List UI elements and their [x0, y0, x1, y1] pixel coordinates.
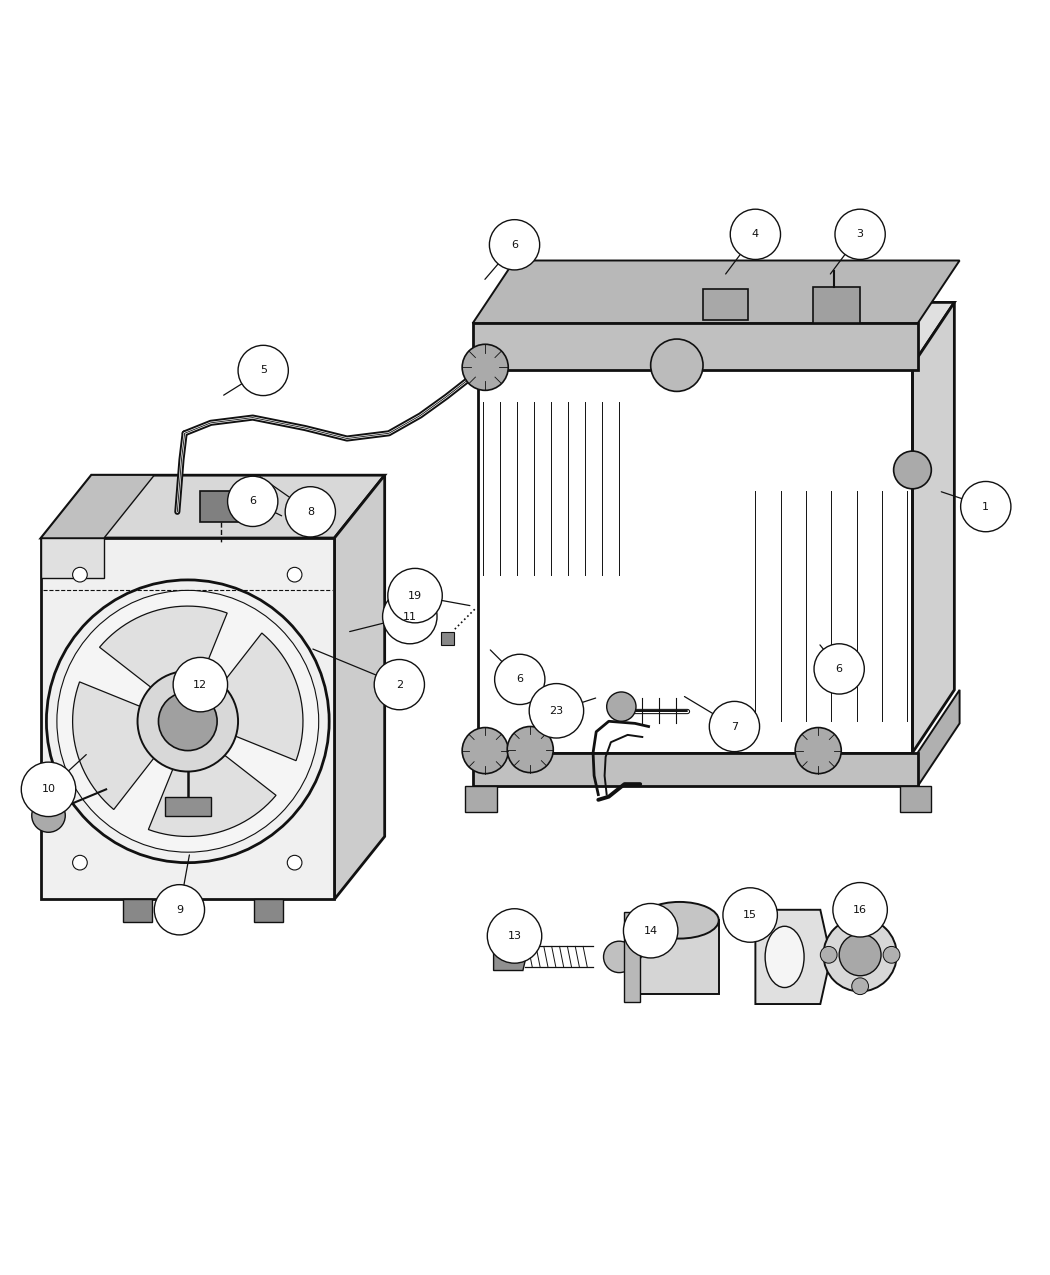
Polygon shape [755, 910, 831, 1003]
Polygon shape [912, 302, 954, 752]
Polygon shape [165, 797, 211, 816]
Text: 23: 23 [549, 706, 564, 715]
Circle shape [814, 644, 864, 694]
Circle shape [72, 567, 87, 581]
Ellipse shape [765, 926, 804, 988]
Text: 6: 6 [249, 496, 256, 506]
Polygon shape [640, 921, 719, 993]
Polygon shape [41, 476, 384, 538]
Text: 19: 19 [408, 590, 422, 601]
Circle shape [835, 209, 885, 259]
Text: 3: 3 [857, 230, 863, 240]
Circle shape [529, 683, 584, 738]
Text: 16: 16 [853, 905, 867, 914]
Text: 11: 11 [403, 612, 417, 621]
Circle shape [32, 798, 65, 833]
Polygon shape [625, 912, 640, 1002]
Text: 12: 12 [193, 680, 208, 690]
Polygon shape [211, 632, 303, 761]
Circle shape [722, 887, 777, 942]
Text: 10: 10 [42, 784, 56, 794]
Polygon shape [148, 745, 276, 836]
Text: 15: 15 [743, 910, 757, 921]
Polygon shape [123, 899, 152, 922]
Polygon shape [918, 690, 960, 787]
Circle shape [288, 567, 302, 581]
Polygon shape [478, 302, 954, 365]
Circle shape [823, 918, 897, 992]
Circle shape [238, 346, 289, 395]
Circle shape [507, 727, 553, 773]
Circle shape [852, 915, 868, 932]
Circle shape [462, 344, 508, 390]
Polygon shape [813, 287, 860, 324]
Circle shape [489, 219, 540, 270]
Text: 6: 6 [836, 664, 843, 674]
Circle shape [288, 856, 302, 870]
Text: 13: 13 [507, 931, 522, 941]
Circle shape [159, 692, 217, 751]
Polygon shape [704, 288, 748, 320]
Text: 7: 7 [731, 722, 738, 732]
Polygon shape [41, 538, 104, 578]
Circle shape [833, 882, 887, 937]
Circle shape [374, 659, 424, 710]
Polygon shape [472, 324, 918, 371]
Circle shape [710, 701, 759, 752]
Circle shape [961, 482, 1011, 532]
Polygon shape [472, 260, 960, 324]
Text: 4: 4 [752, 230, 759, 240]
Polygon shape [441, 632, 454, 645]
Circle shape [382, 589, 437, 644]
Circle shape [883, 946, 900, 963]
Circle shape [839, 933, 881, 975]
Polygon shape [41, 476, 154, 538]
Polygon shape [465, 787, 497, 812]
Circle shape [624, 904, 678, 958]
Text: 2: 2 [396, 680, 403, 690]
Circle shape [21, 762, 76, 816]
Polygon shape [472, 752, 918, 787]
Circle shape [286, 487, 335, 537]
Circle shape [894, 451, 931, 488]
Polygon shape [41, 538, 334, 899]
Circle shape [57, 590, 319, 852]
Text: 6: 6 [517, 674, 523, 685]
Circle shape [820, 946, 837, 963]
Polygon shape [254, 899, 284, 922]
Circle shape [173, 658, 228, 711]
Text: 6: 6 [511, 240, 518, 250]
Circle shape [387, 569, 442, 623]
Circle shape [487, 909, 542, 963]
Polygon shape [494, 944, 526, 970]
Circle shape [730, 209, 780, 259]
Circle shape [228, 477, 278, 527]
Polygon shape [72, 682, 164, 810]
Polygon shape [201, 491, 243, 523]
Circle shape [495, 654, 545, 705]
Polygon shape [100, 606, 227, 697]
Circle shape [795, 728, 841, 774]
Circle shape [462, 728, 508, 774]
Circle shape [154, 885, 205, 935]
Circle shape [607, 692, 636, 722]
Circle shape [651, 339, 704, 391]
Circle shape [604, 941, 635, 973]
Circle shape [72, 856, 87, 870]
Circle shape [852, 978, 868, 995]
Ellipse shape [640, 901, 719, 938]
Text: 1: 1 [983, 501, 989, 511]
Polygon shape [334, 476, 384, 899]
Text: 9: 9 [175, 905, 183, 914]
Text: 5: 5 [259, 366, 267, 375]
Circle shape [138, 671, 238, 771]
Polygon shape [900, 787, 931, 812]
Text: 8: 8 [307, 507, 314, 516]
Text: 14: 14 [644, 926, 657, 936]
